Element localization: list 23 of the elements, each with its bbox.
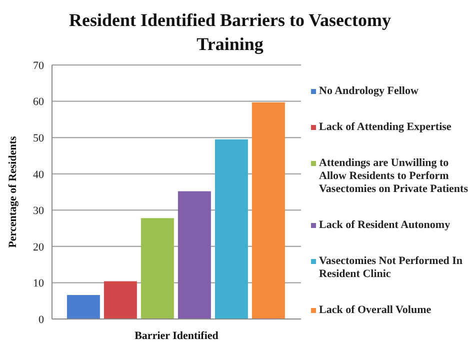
y-tick-label: 50	[33, 132, 44, 144]
y-tick-label: 30	[33, 205, 44, 218]
bar	[178, 191, 211, 319]
bar	[66, 295, 100, 319]
legend-label: Attendings are Unwilling to Allow Residents to Perform Vasectomies on Private Patients	[319, 157, 469, 196]
x-axis-title: Barrier Identified	[134, 330, 218, 342]
chart-title: Resident Identified Barriers to Vasectomy Training	[68, 9, 392, 56]
bar	[104, 281, 137, 319]
y-axis-title: Percentage of Residents	[6, 135, 19, 248]
legend-label: Vasectomies Not Performed In Resident Clinic	[319, 255, 464, 281]
bar	[252, 102, 285, 319]
y-tick-label: 70	[33, 60, 44, 72]
legend-label: No Andrology Fellow	[319, 85, 418, 98]
legend-label: Lack of Overall Volume	[319, 304, 432, 317]
bar	[214, 139, 248, 319]
legend-label: Lack of Resident Autonomy	[319, 219, 450, 232]
y-tick-label: 40	[33, 168, 44, 181]
legend-label: Lack of Attending Expertise	[319, 121, 452, 134]
y-tick-label: 60	[33, 96, 44, 108]
bar	[140, 218, 174, 319]
y-tick-label: 0	[38, 314, 44, 326]
y-tick-label: 10	[33, 278, 44, 290]
y-tick-label: 20	[33, 241, 44, 254]
